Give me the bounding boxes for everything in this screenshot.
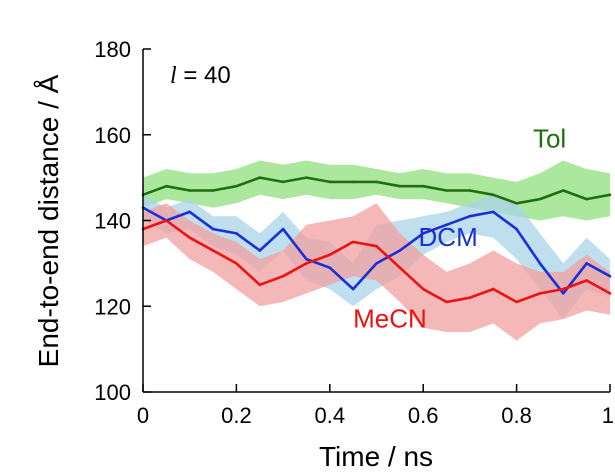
point-tol: [491, 193, 495, 197]
point-mecn: [398, 266, 402, 269]
point-mecn: [165, 219, 168, 222]
point-mecn: [281, 274, 285, 278]
point-dcm: [305, 257, 308, 261]
y-tick-label: 160: [94, 123, 131, 148]
point-tol: [211, 189, 215, 192]
y-axis-label: End-to-end distance / Å: [33, 74, 64, 367]
point-mecn: [468, 296, 472, 299]
point-tol: [305, 176, 308, 179]
x-axis-label: Time / ns: [319, 441, 433, 472]
point-mecn: [538, 292, 542, 295]
x-tick-label: 0: [137, 403, 149, 428]
point-tol: [608, 193, 612, 197]
point-tol: [398, 184, 402, 188]
point-tol: [468, 189, 472, 192]
point-dcm: [258, 249, 262, 252]
point-tol: [585, 197, 588, 201]
series-label-mecn: MeCN: [353, 304, 427, 334]
chart-annotation: l = 40: [170, 62, 231, 89]
x-tick-label: 0.6: [408, 403, 439, 428]
point-dcm: [468, 214, 472, 218]
x-tick-label: 0.2: [221, 403, 252, 428]
point-dcm: [445, 223, 448, 227]
point-dcm: [281, 227, 285, 231]
x-ticks: 0 0.2 0.4 0.6 0.8 1: [137, 384, 614, 428]
series-lines: [141, 176, 612, 304]
point-tol: [281, 180, 285, 184]
point-dcm: [538, 262, 542, 265]
y-tick-label: 180: [94, 37, 131, 62]
point-dcm: [351, 287, 355, 291]
point-tol: [258, 176, 262, 179]
point-tol: [445, 189, 448, 192]
point-mecn: [211, 249, 215, 252]
x-tick-label: 0.8: [501, 403, 532, 428]
point-dcm: [515, 227, 518, 231]
point-tol: [515, 202, 518, 205]
point-dcm: [211, 227, 215, 231]
point-dcm: [398, 249, 402, 252]
point-mecn: [562, 287, 565, 291]
point-tol: [538, 197, 542, 201]
series-label-tol: Tol: [533, 124, 566, 154]
point-dcm: [608, 274, 612, 278]
annotation-value: = 40: [177, 62, 231, 89]
point-dcm: [491, 210, 495, 214]
annotation-variable: l: [170, 63, 177, 89]
point-mecn: [445, 300, 448, 304]
point-tol: [375, 180, 378, 184]
point-tol: [165, 184, 168, 188]
y-tick-label: 120: [94, 294, 131, 319]
point-mecn: [375, 244, 378, 248]
point-dcm: [235, 232, 238, 235]
point-tol: [562, 189, 565, 192]
error-bands: [143, 160, 610, 341]
point-mecn: [328, 253, 332, 257]
point-mecn: [515, 300, 518, 304]
point-tol: [235, 184, 238, 188]
point-mecn: [421, 287, 425, 291]
point-mecn: [585, 279, 588, 282]
point-dcm: [562, 292, 565, 295]
point-tol: [421, 184, 425, 188]
point-dcm: [585, 262, 588, 265]
point-mecn: [258, 283, 262, 287]
point-tol: [328, 180, 332, 184]
point-mecn: [235, 262, 238, 265]
point-dcm: [375, 262, 378, 265]
series-label-dcm: DCM: [419, 222, 478, 252]
point-dcm: [188, 210, 191, 214]
point-dcm: [421, 232, 425, 235]
point-mecn: [608, 292, 612, 295]
point-mecn: [188, 236, 191, 239]
x-tick-label: 0.4: [315, 403, 346, 428]
point-tol: [351, 180, 355, 184]
y-ticks: 100 120 140 160 180: [94, 37, 151, 405]
point-dcm: [328, 266, 332, 269]
y-tick-label: 140: [94, 209, 131, 234]
point-tol: [188, 189, 191, 192]
y-tick-label: 100: [94, 380, 131, 405]
point-mecn: [351, 240, 355, 244]
band-mecn: [143, 203, 610, 341]
series-labels: Tol DCM MeCN: [353, 124, 566, 334]
point-mecn: [491, 287, 495, 291]
x-tick-label: 1: [602, 403, 614, 428]
point-mecn: [305, 262, 308, 265]
